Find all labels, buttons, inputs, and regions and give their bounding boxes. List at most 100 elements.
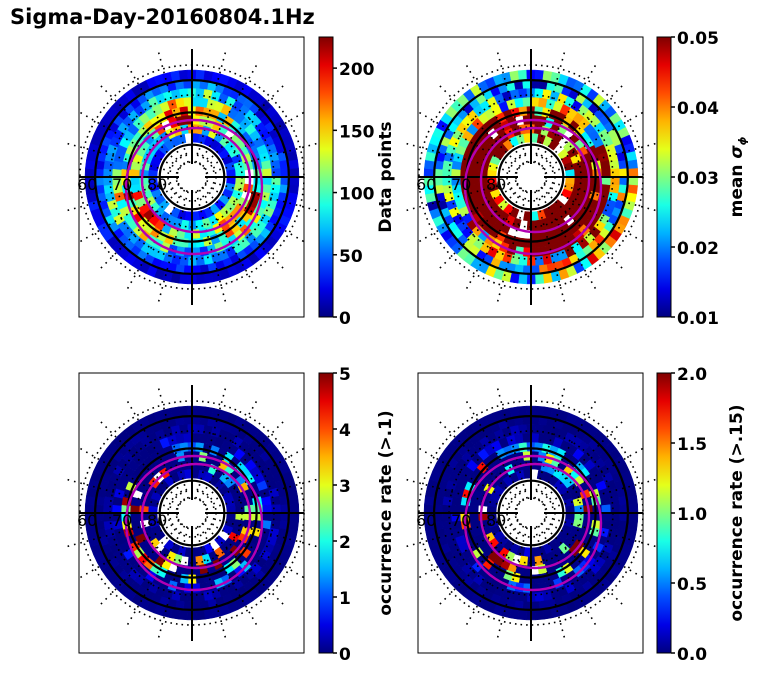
heatmap-cell xyxy=(574,504,585,514)
heatmap-cell xyxy=(530,432,540,443)
colorbar-tick-label: 0.0 xyxy=(677,645,707,665)
heatmap-cell xyxy=(195,237,205,249)
heatmap-cell xyxy=(102,512,113,522)
colorbar-tick-label: 1.5 xyxy=(677,435,707,455)
heatmap-cell xyxy=(517,610,528,621)
heatmap-cell xyxy=(522,96,532,107)
colorbar-gradient xyxy=(318,36,334,318)
colorbar-gradient xyxy=(656,36,672,318)
lat-label-60: 60 xyxy=(416,511,436,530)
colorbar-label: mean σϕ xyxy=(727,136,749,217)
heatmap-cell xyxy=(235,504,246,514)
heatmap-cell xyxy=(289,168,300,178)
heatmap-cell xyxy=(534,255,544,267)
heatmap-cell xyxy=(271,168,282,178)
colorbar-tick-label: 0.02 xyxy=(677,239,719,259)
heatmap-cell xyxy=(517,69,528,80)
heatmap-cell xyxy=(522,432,532,443)
heatmap-cell xyxy=(170,406,181,418)
heatmap-cell xyxy=(271,176,282,186)
heatmap-cell xyxy=(518,105,528,117)
auroral-oval-outer xyxy=(463,454,603,592)
colorbar-tick-label: 0 xyxy=(339,645,351,665)
heatmap-cell xyxy=(170,70,181,82)
lat-label-70: 70 xyxy=(112,175,132,194)
colorbar-tick-label: 50 xyxy=(339,247,363,267)
heatmap-cell xyxy=(538,582,548,593)
auroral-oval-outer xyxy=(124,454,264,592)
heatmap-cell xyxy=(178,610,189,621)
heatmap-cell xyxy=(534,573,544,585)
heatmap-cell xyxy=(514,433,524,444)
heatmap-cell xyxy=(601,176,612,186)
auroral-oval-outer xyxy=(124,118,264,256)
heatmap-cell xyxy=(195,591,205,603)
heatmap-cell xyxy=(441,176,452,186)
lat-label-70: 70 xyxy=(451,175,471,194)
heatmap-cell xyxy=(517,274,528,285)
heatmap-cell xyxy=(601,504,612,514)
heatmap-cell xyxy=(226,505,237,514)
heatmap-cell xyxy=(191,547,200,558)
heatmap-cell xyxy=(610,168,621,178)
colorbar-tick-label: 1 xyxy=(339,589,351,609)
heatmap-cell xyxy=(610,176,621,186)
heatmap-cell xyxy=(534,423,544,435)
heatmap-cell xyxy=(509,70,520,82)
heatmap-cell xyxy=(179,87,189,99)
heatmap-cell xyxy=(565,169,576,178)
colorbar-gradient xyxy=(656,372,672,654)
colorbar-occurrence-rate-01: 0 1 2 3 4 5 occurrence rate (>.1) xyxy=(318,365,396,665)
heatmap-cell xyxy=(288,159,299,170)
colorbar-tick-label: 3 xyxy=(339,477,351,497)
heatmap-cell xyxy=(548,138,560,151)
heatmap-cell xyxy=(534,405,545,416)
heatmap-cell xyxy=(289,176,300,186)
colorbar-tick-label: 1.0 xyxy=(677,505,707,525)
heatmap-cell xyxy=(627,495,638,506)
heatmap-cell xyxy=(175,97,185,108)
heatmap-cell xyxy=(610,512,621,522)
colorbar-occurrence-rate-015: 0.0 0.5 1.0 1.5 2.0 occurrence rate (>.15) xyxy=(656,365,747,665)
lat-label-80: 80 xyxy=(147,511,167,530)
lat-label-60: 60 xyxy=(416,175,436,194)
polar-plot-mean-sigma: 60 70 80 xyxy=(405,36,657,318)
heatmap-cell xyxy=(191,432,201,443)
heatmap-cell xyxy=(235,168,246,178)
colorbar-tick-label: 2.0 xyxy=(677,365,707,385)
heatmap-cell xyxy=(195,405,206,416)
heatmap-cell xyxy=(226,169,237,178)
polar-plot-occurrence-rate-01: 60 70 80 xyxy=(66,372,318,654)
heatmap-cell xyxy=(523,132,532,143)
heatmap-cell xyxy=(178,405,189,416)
heatmap-cell xyxy=(514,97,524,108)
heatmap-cell xyxy=(261,160,272,170)
auroral-oval-inner xyxy=(479,126,591,234)
heatmap-cell xyxy=(600,160,611,170)
heatmap-cell xyxy=(509,406,520,418)
lat-label-60: 60 xyxy=(77,511,97,530)
heatmap-cell xyxy=(627,159,638,170)
colorbar-tick-label: 0 xyxy=(339,309,351,329)
heatmap-cell xyxy=(261,496,272,506)
colorbar-label: occurrence rate (>.15) xyxy=(727,404,747,621)
auroral-oval-outer xyxy=(463,118,603,256)
heatmap-cell xyxy=(530,583,540,594)
lat-label-80: 80 xyxy=(147,175,167,194)
heatmap-cell xyxy=(600,496,611,506)
colorbar-label: Data points xyxy=(376,121,396,232)
heatmap-cell xyxy=(178,69,189,80)
heatmap-cell xyxy=(183,96,193,107)
lat-label-80: 80 xyxy=(486,511,506,530)
heatmap-cell xyxy=(203,272,214,284)
heatmap-cell xyxy=(610,504,621,514)
heatmap-cell xyxy=(628,176,639,186)
auroral-oval-inner xyxy=(140,462,252,570)
heatmap-cell xyxy=(179,441,189,453)
heatmap-cell xyxy=(271,512,282,522)
heatmap-cell xyxy=(518,87,528,99)
heatmap-cell xyxy=(523,468,532,479)
colorbar-tick-label: 0.5 xyxy=(677,575,707,595)
heatmap-cell xyxy=(289,512,300,522)
